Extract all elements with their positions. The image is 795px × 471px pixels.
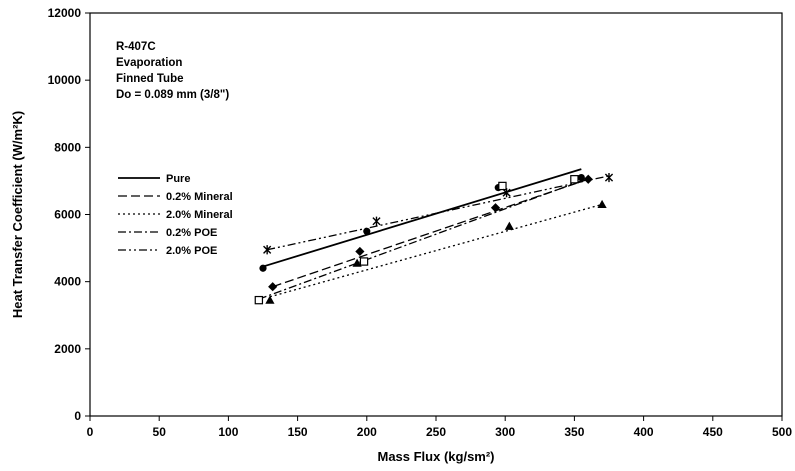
y-tick-label: 2000	[54, 342, 81, 356]
y-tick-label: 4000	[54, 275, 81, 289]
series-3	[254, 175, 582, 305]
legend-item: 2.0% Mineral	[118, 209, 233, 221]
data-point	[363, 227, 371, 235]
legend-item: 0.2% Mineral	[118, 191, 233, 203]
y-axis-title: Heat Transfer Coefficient (W/m²K)	[10, 111, 25, 318]
data-point	[259, 264, 267, 272]
data-point	[504, 221, 514, 230]
series-fit-line	[267, 175, 610, 251]
x-tick-label: 350	[564, 425, 584, 439]
y-tick-label: 6000	[54, 208, 81, 222]
annotation-line: Finned Tube	[116, 73, 184, 85]
series-fit-line	[262, 168, 582, 268]
series-1	[268, 174, 593, 292]
data-point	[577, 173, 585, 182]
data-point	[597, 199, 607, 209]
legend-label: Pure	[166, 173, 190, 185]
x-tick-label: 150	[288, 425, 308, 439]
data-point	[265, 295, 275, 304]
x-tick-label: 0	[87, 425, 94, 439]
data-point	[498, 181, 507, 191]
legend-label: 2.0% POE	[166, 245, 217, 257]
legend-label: 0.2% Mineral	[166, 191, 233, 203]
y-tick-label: 8000	[54, 140, 81, 154]
y-tick-label: 10000	[48, 73, 82, 87]
series-fit-line	[269, 203, 603, 298]
annotation-block: R-407C Evaporation Finned Tube Do = 0.089 m…	[116, 41, 229, 101]
x-axis-title: Mass Flux (kg/sm²)	[377, 449, 494, 464]
legend-item: 2.0% POE	[118, 245, 217, 257]
x-tick-label: 300	[495, 425, 515, 439]
x-tick-label: 400	[634, 425, 654, 439]
data-point	[502, 188, 511, 198]
series-2	[265, 199, 607, 304]
legend: Pure 0.2% Mineral 2.0% Mineral 0.2% POE 2.0%…	[118, 173, 233, 257]
legend-label: 2.0% Mineral	[166, 209, 233, 221]
axes: 0 50 100 150 200 250 300 350 400 450 500 0 2000 4000 6…	[10, 6, 792, 464]
series-fit-line	[258, 180, 582, 300]
data-point	[583, 174, 593, 184]
y-tick-label: 0	[74, 409, 81, 423]
data-point	[604, 172, 614, 183]
data-point	[359, 257, 369, 266]
series-0	[259, 168, 585, 272]
y-tick-label: 12000	[48, 6, 82, 20]
legend-item: Pure	[118, 173, 190, 185]
data-point	[372, 216, 381, 226]
data-point	[263, 245, 272, 255]
series-4	[263, 172, 614, 255]
data-point	[254, 295, 264, 305]
x-tick-label: 200	[357, 425, 377, 439]
annotation-line: Evaporation	[116, 57, 182, 69]
legend-item: 0.2% POE	[118, 227, 217, 239]
legend-label: 0.2% POE	[166, 227, 217, 239]
x-tick-label: 250	[426, 425, 446, 439]
x-tick-label: 500	[772, 425, 792, 439]
data-point	[355, 246, 365, 257]
data-point	[352, 258, 362, 267]
x-tick-label: 50	[153, 425, 167, 439]
x-tick-label: 450	[703, 425, 723, 439]
x-tick-label: 100	[218, 425, 238, 439]
data-point	[268, 282, 278, 292]
data-point	[570, 175, 579, 184]
annotation-line: R-407C	[116, 41, 156, 53]
annotation-line: Do = 0.089 mm (3/8")	[116, 89, 229, 101]
series-layer	[254, 168, 614, 305]
data-point	[490, 203, 501, 213]
